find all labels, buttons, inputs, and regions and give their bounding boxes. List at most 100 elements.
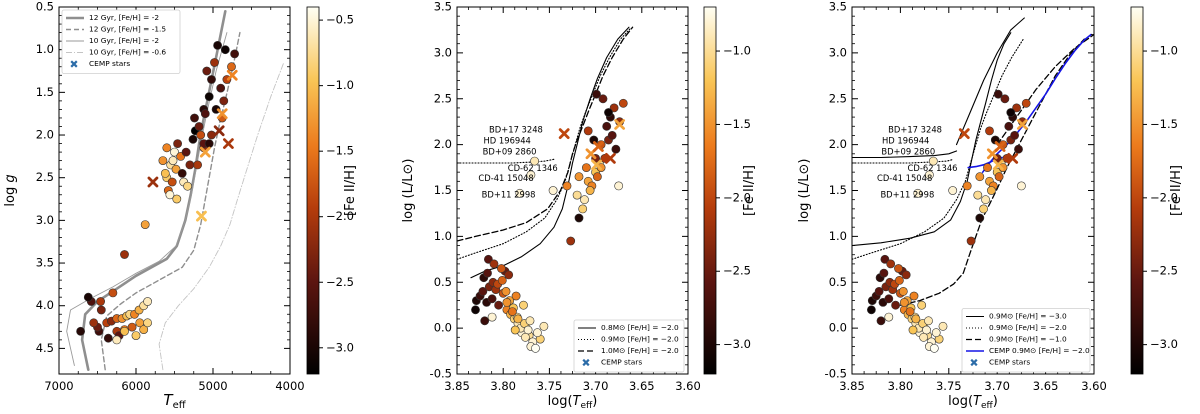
cemp-star-marker [216,108,228,120]
x-axis-label: log(Teff) [948,394,998,411]
colorbar-tick-label: −2.5 [326,275,354,289]
star-point [607,130,617,140]
star-point [131,331,141,340]
cemp-star-marker [226,69,238,81]
star-point [867,305,876,315]
star-point [580,195,589,205]
star-point [143,318,152,328]
star-annotation: CD-41 15048 [478,173,533,183]
star-point [919,332,928,342]
y-tick-label: 4.0 [36,298,54,312]
star-point [884,294,894,304]
plot-content [457,26,634,353]
star-annotation: CD-62 1346 [908,163,958,173]
legend-label: 0.8M⊙ [Fe/H] = −2.0 [601,323,679,332]
star-point [531,343,540,353]
legend-label: 1.0M⊙ [Fe/H] = −2.0 [601,346,679,355]
star-point [987,186,996,195]
star-point [521,332,530,342]
star-point [562,181,572,191]
y-tick-label: 3.5 [829,0,847,14]
star-point [879,268,889,278]
y-tick-label: 0.0 [434,321,452,335]
star-point [510,325,520,335]
y-tick-label: 1.0 [829,229,847,243]
isochrone-line-2 [457,26,634,242]
star-point [158,156,168,165]
y-tick-label: 3.5 [434,0,452,14]
star-point [1017,181,1026,191]
y-tick-label: 1.0 [434,229,452,243]
star-point [519,300,528,310]
y-axis-label: log (L/L⊙) [401,159,416,223]
y-tick-label: 3.5 [36,256,54,270]
y-tick-label: 0.5 [434,275,452,289]
cemp-star-marker [1007,152,1019,164]
star-point [913,188,923,198]
x-label-sub: eff [173,400,187,411]
star-point [489,259,499,269]
x-tick-label: 3.70 [583,379,609,393]
plot-content [66,10,285,372]
star-point [504,270,514,280]
star-point [165,190,175,200]
star-point [220,45,230,55]
y-tick-label: 0.5 [829,275,847,289]
star-annotation: BD+11 2998 [880,190,934,200]
cemp-star-marker [196,210,207,222]
star-point [216,83,226,93]
star-point [925,170,934,180]
star-point [193,160,202,170]
y-label-g: g [3,174,18,182]
cemp-star-marker [614,119,626,130]
star-point [909,291,919,301]
legend-label: CEMP stars [89,59,130,68]
star-point [139,325,149,334]
y-axis-label: log (L/L⊙) [797,159,812,223]
star-point [168,156,178,165]
star-point [572,190,582,200]
star-point [188,134,198,144]
cemp-star-marker [147,176,159,188]
x-label-close: ) [592,394,597,409]
star-point [602,121,612,131]
x-axis-label: log(Teff) [548,394,598,411]
star-point [471,305,480,315]
star-point [190,113,199,123]
x-label-close: ) [993,394,998,409]
star-point [895,275,904,285]
star-point [574,213,584,223]
star-point [884,312,894,322]
x-tick-label: 3.85 [839,379,865,393]
legend-label: 0.9M⊙ [Fe/H] = −2.0 [601,335,679,344]
star-point [96,297,105,306]
star-point [917,300,927,310]
cemp-star-marker [213,125,225,137]
colorbar-label: [Fe II/H] [742,165,757,216]
star-annotation: BD+09 2860 [483,147,537,157]
colorbar-tick-label: −3.0 [326,340,354,354]
x-label-teff: T [573,394,582,409]
x-tick-label: 3.65 [629,379,655,393]
colorbar-tick-label: −1.0 [723,44,751,58]
colorbar-tick-label: −1.0 [326,78,354,92]
y-tick-label: 2.5 [36,170,54,184]
star-annotation: BD+17 3248 [489,124,543,134]
cemp-star-marker [199,146,211,158]
star-point [905,307,915,316]
colorbar-tick-label: −2.0 [326,209,354,223]
x-tick-label: 3.80 [490,379,516,393]
star-point [611,144,621,154]
star-point [96,305,106,315]
legend-label: 12 Gyr, [Fe/H] = -2 [89,13,159,22]
star-point [120,326,129,336]
star-annotation: BD+09 2860 [881,147,935,157]
star-point [167,177,177,187]
star-point [181,147,191,157]
star-point [494,300,503,310]
colorbar-label: [Fe II/H] [343,165,358,216]
star-point [874,286,884,296]
isochrone-line-7 [981,33,1092,173]
star-point [983,163,992,172]
